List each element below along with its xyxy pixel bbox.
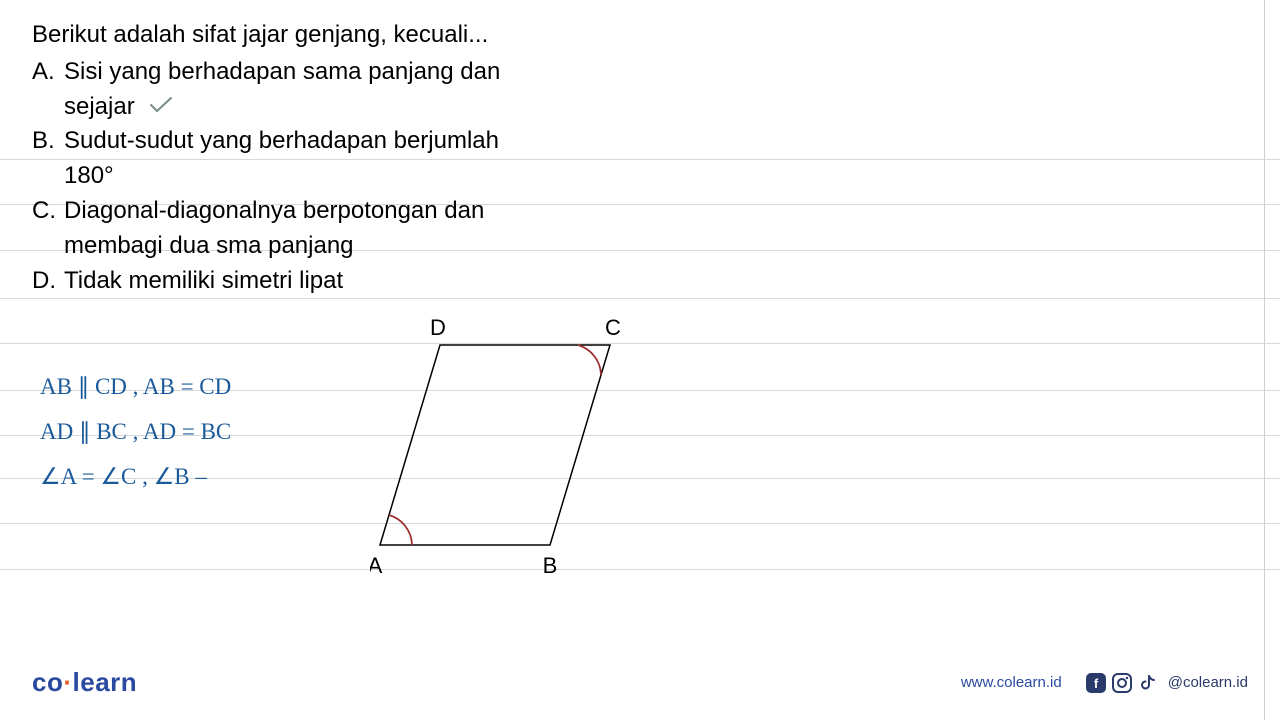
option-c: C. Diagonal-diagonalnya berpotongan dan … [32, 194, 1248, 264]
svg-text:f: f [1094, 676, 1099, 691]
option-text-line: 180° [64, 162, 114, 189]
option-text: Sudut-sudut yang berhadapan berjumlah 18… [64, 124, 1248, 194]
vertex-label-a: A [370, 553, 383, 578]
vertex-label-b: B [543, 553, 558, 578]
option-text-line: sejajar [64, 93, 135, 120]
vertex-label-c: C [605, 315, 621, 340]
right-margin-line [1264, 0, 1265, 720]
option-text-line: membagi dua sma panjang [64, 232, 354, 259]
option-text: Tidak memiliki simetri lipat [64, 264, 1248, 299]
option-letter: C. [32, 194, 64, 229]
tiktok-icon [1138, 673, 1158, 693]
instagram-icon [1112, 673, 1132, 693]
footer: co·learn www.colearn.id f @colearn.id [32, 667, 1248, 698]
option-a: A. Sisi yang berhadapan sama panjang dan… [32, 55, 1248, 125]
vertex-label-d: D [430, 315, 446, 340]
option-text-line: Sisi yang berhadapan sama panjang dan [64, 58, 500, 85]
option-b: B. Sudut-sudut yang berhadapan berjumlah… [32, 124, 1248, 194]
social-handle: @colearn.id [1168, 674, 1248, 691]
option-text: Sisi yang berhadapan sama panjang dan se… [64, 55, 1248, 125]
option-text-line: Tidak memiliki simetri lipat [64, 267, 343, 294]
option-d: D. Tidak memiliki simetri lipat [32, 264, 1248, 299]
option-letter: B. [32, 124, 64, 159]
social-icons: f @colearn.id [1086, 673, 1248, 693]
option-text: Diagonal-diagonalnya berpotongan dan mem… [64, 194, 1248, 264]
brand-text: learn [73, 667, 138, 697]
option-letter: A. [32, 55, 64, 90]
brand-logo: co·learn [32, 667, 137, 698]
brand-text: co [32, 667, 63, 697]
handwritten-line: AB ∥ CD , AB = CD [40, 365, 231, 410]
question-prompt: Berikut adalah sifat jajar genjang, kecu… [32, 18, 1248, 53]
checkmark-icon [149, 91, 173, 123]
footer-right: www.colearn.id f @colearn.id [961, 673, 1248, 693]
option-text-line: Diagonal-diagonalnya berpotongan dan [64, 197, 484, 224]
handwritten-notes: AB ∥ CD , AB = CD AD ∥ BC , AD = BC ∠A =… [40, 365, 231, 500]
handwritten-line: ∠A = ∠C , ∠B – [40, 455, 231, 500]
footer-url: www.colearn.id [961, 674, 1062, 691]
parallelogram-diagram: D C A B [370, 315, 650, 605]
handwritten-line: AD ∥ BC , AD = BC [40, 410, 231, 455]
options-list: A. Sisi yang berhadapan sama panjang dan… [32, 55, 1248, 299]
brand-dot: · [63, 667, 72, 697]
option-text-line: Sudut-sudut yang berhadapan berjumlah [64, 127, 499, 154]
option-letter: D. [32, 264, 64, 299]
facebook-icon: f [1086, 673, 1106, 693]
